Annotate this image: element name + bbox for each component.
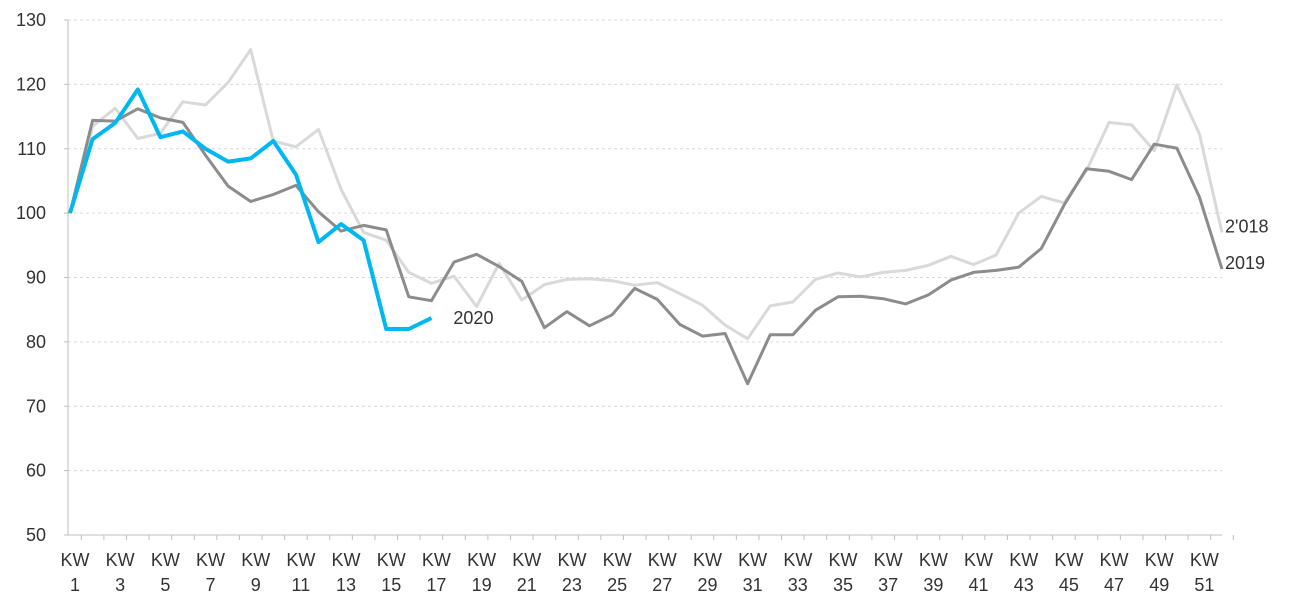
x-tick-label-line: 9 — [251, 575, 261, 595]
x-tick-label-line: 13 — [336, 575, 356, 595]
x-tick-label: KW 23 — [557, 550, 586, 595]
x-tick-label-line: KW — [1100, 550, 1129, 570]
x-tick-label-line: 1 — [70, 575, 80, 595]
y-tick-label: 110 — [17, 139, 46, 159]
x-tick-label: KW 11 — [286, 550, 315, 595]
x-tick-label-line: 11 — [292, 575, 311, 595]
series-label: 2019 — [1225, 253, 1265, 273]
x-tick-label-line: 47 — [1104, 575, 1124, 595]
x-tick-label: KW 17 — [422, 550, 451, 595]
x-tick-label-line: 29 — [697, 575, 717, 595]
x-tick-label: KW 33 — [783, 550, 812, 595]
x-tick-label-line: KW — [964, 550, 993, 570]
x-tick-label: KW 45 — [1054, 550, 1083, 595]
x-tick-label: KW 21 — [512, 550, 541, 595]
x-tick-label-line: KW — [467, 550, 496, 570]
x-tick-label-line: 43 — [1014, 575, 1034, 595]
y-tick-label: 90 — [26, 268, 46, 288]
x-tick-label-line: 37 — [878, 575, 898, 595]
y-tick-label: 60 — [26, 461, 46, 481]
x-tick-label: KW 25 — [603, 550, 632, 595]
x-tick-label-line: KW — [332, 550, 361, 570]
x-tick-label-line: 39 — [923, 575, 943, 595]
x-tick-label-line: KW — [377, 550, 406, 570]
x-tick-label: KW 29 — [693, 550, 722, 595]
x-tick-label-line: KW — [783, 550, 812, 570]
y-tick-label: 130 — [16, 10, 46, 30]
x-tick-label-line: KW — [603, 550, 632, 570]
x-tick-label: KW 1 — [61, 550, 90, 595]
x-tick-label-line: 45 — [1059, 575, 1079, 595]
x-tick-label-line: KW — [106, 550, 135, 570]
x-tick-label-line: KW — [422, 550, 451, 570]
y-tick-label: 50 — [26, 525, 46, 545]
x-tick-label: KW 39 — [919, 550, 948, 595]
x-tick-label: KW 47 — [1100, 550, 1129, 595]
series-line — [68, 87, 433, 331]
x-tick-label-line: KW — [512, 550, 541, 570]
x-tick-label: KW 27 — [648, 550, 677, 595]
x-tick-label-line: 17 — [426, 575, 446, 595]
x-tick-label-line: 31 — [743, 575, 763, 595]
y-tick-label: 80 — [26, 332, 46, 352]
x-tick-label: KW 19 — [467, 550, 496, 595]
x-tick-label-line: KW — [557, 550, 586, 570]
x-tick-label-line: KW — [286, 550, 315, 570]
series-label: 2'018 — [1225, 216, 1268, 236]
x-tick-label-line: KW — [648, 550, 677, 570]
x-tick-label-line: 7 — [206, 575, 216, 595]
x-tick-label: KW 5 — [151, 550, 180, 595]
x-tick-label-line: KW — [151, 550, 180, 570]
x-tick-label-line: KW — [919, 550, 948, 570]
x-tick-label: KW 31 — [738, 550, 767, 595]
x-tick-label: KW 41 — [964, 550, 993, 595]
x-tick-label-line: KW — [1190, 550, 1219, 570]
x-tick-label-line: KW — [874, 550, 903, 570]
x-tick-label: KW 9 — [241, 550, 270, 595]
x-tick-label: KW 13 — [332, 550, 361, 595]
x-tick-label-line: KW — [241, 550, 270, 570]
x-tick-label-line: KW — [1009, 550, 1038, 570]
x-tick-label: KW 43 — [1009, 550, 1038, 595]
y-tick-label: 120 — [16, 74, 46, 94]
series-line — [68, 107, 1224, 386]
x-tick-label-line: KW — [829, 550, 858, 570]
x-tick-label-line: 23 — [562, 575, 582, 595]
x-tick-label-line: 25 — [607, 575, 627, 595]
x-tick-label-line: KW — [693, 550, 722, 570]
x-tick-label: KW 51 — [1190, 550, 1219, 595]
x-tick-label-line: KW — [196, 550, 225, 570]
x-tick-label-line: KW — [1054, 550, 1083, 570]
x-tick-label-line: 21 — [517, 575, 537, 595]
x-tick-label-line: 5 — [160, 575, 170, 595]
series-label: 2020 — [453, 308, 493, 328]
y-tick-label: 100 — [16, 203, 46, 223]
x-tick-label-line: KW — [1145, 550, 1174, 570]
x-tick-label-line: KW — [61, 550, 90, 570]
x-tick-label-line: 27 — [652, 575, 672, 595]
x-tick-label-line: 41 — [969, 575, 989, 595]
x-tick-label-line: 33 — [788, 575, 808, 595]
x-tick-label: KW 37 — [874, 550, 903, 595]
x-tick-label-line: KW — [738, 550, 767, 570]
series-line — [68, 48, 1224, 341]
x-tick-label-line: 3 — [115, 575, 125, 595]
x-tick-label-line: 35 — [833, 575, 853, 595]
x-tick-label: KW 49 — [1145, 550, 1174, 595]
x-tick-label-line: 19 — [472, 575, 492, 595]
x-tick-label: KW 3 — [106, 550, 135, 595]
x-tick-label: KW 7 — [196, 550, 225, 595]
x-tick-label-line: 15 — [381, 575, 401, 595]
y-tick-label: 70 — [26, 396, 46, 416]
x-tick-label-line: 49 — [1149, 575, 1169, 595]
x-tick-label: KW 15 — [377, 550, 406, 595]
x-tick-label: KW 35 — [829, 550, 858, 595]
x-tick-label-line: 51 — [1194, 575, 1214, 595]
